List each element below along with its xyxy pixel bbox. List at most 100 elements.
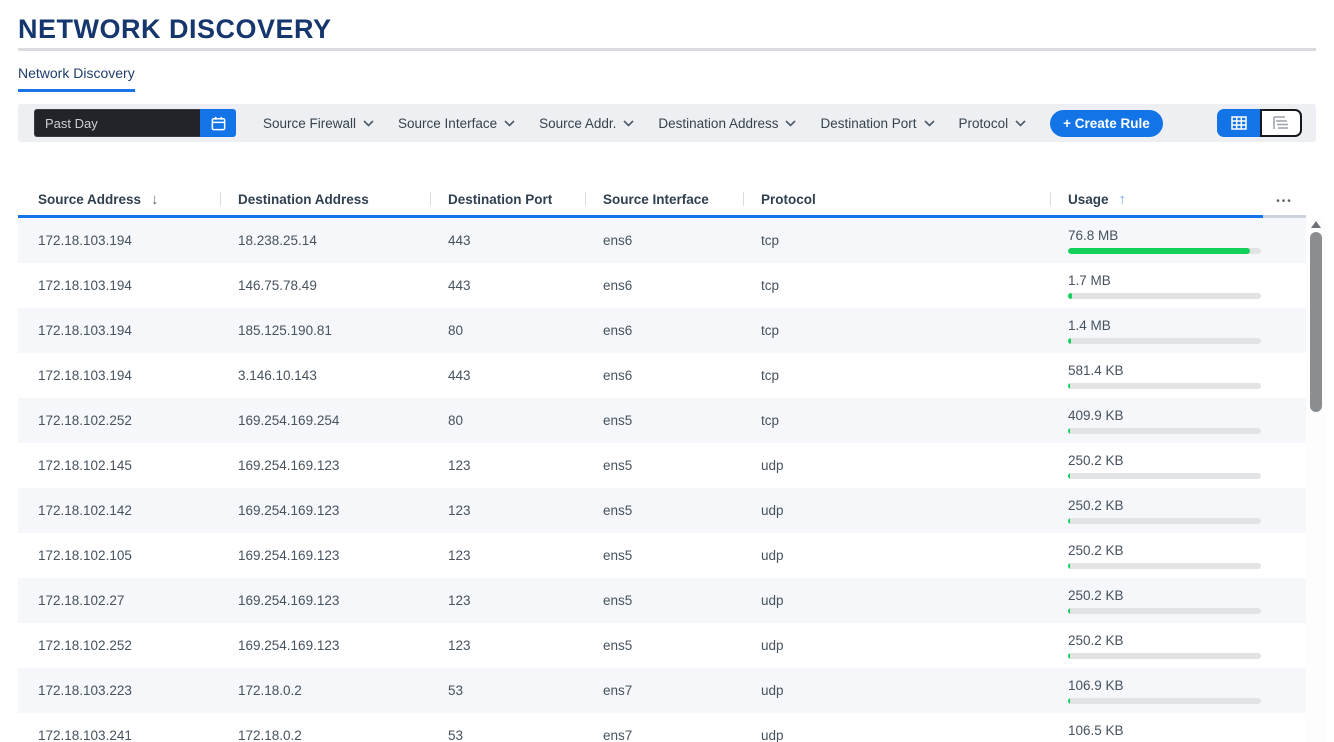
cell-destination-port: 53 (448, 683, 464, 698)
chevron-down-icon (623, 119, 634, 127)
table-row[interactable]: 172.18.103.223 172.18.0.2 53 ens7 udp 10… (18, 668, 1306, 713)
create-rule-button[interactable]: + Create Rule (1050, 109, 1163, 137)
column-header-protocol[interactable]: Protocol (741, 180, 1048, 218)
tab-network-discovery[interactable]: Network Discovery (18, 65, 135, 92)
cell-source-interface: ens5 (603, 593, 633, 608)
cell-usage: 581.4 KB (1048, 353, 1263, 398)
cell-source-interface: ens6 (603, 368, 633, 383)
cell-source-interface: ens5 (603, 638, 633, 653)
cell-usage: 106.9 KB (1048, 668, 1263, 713)
filter-dropdown-destination-port[interactable]: Destination Port (820, 116, 935, 131)
cell-source-interface: ens5 (603, 548, 633, 563)
column-header-source-interface[interactable]: Source Interface (583, 180, 741, 218)
page-header: NETWORK DISCOVERY (0, 0, 1334, 51)
column-resize-handle[interactable] (426, 192, 431, 206)
cell-protocol: udp (761, 638, 784, 653)
cell-source-address: 172.18.103.241 (38, 728, 132, 742)
usage-value: 1.4 MB (1068, 317, 1111, 333)
cell-actions (1263, 443, 1306, 488)
page-title: NETWORK DISCOVERY (18, 14, 332, 44)
chevron-down-icon (785, 119, 797, 127)
table-view-button[interactable] (1217, 109, 1261, 137)
usage-bar-track (1068, 382, 1261, 389)
cell-protocol: udp (761, 548, 784, 563)
cell-usage: 250.2 KB (1048, 578, 1263, 623)
table-row[interactable]: 172.18.103.194 3.146.10.143 443 ens6 tcp… (18, 353, 1306, 398)
usage-bar-track (1068, 697, 1261, 704)
cell-actions (1263, 713, 1306, 742)
cell-destination-port: 123 (448, 638, 471, 653)
filter-dropdown-source-interface[interactable]: Source Interface (398, 116, 515, 131)
table-row[interactable]: 172.18.103.194 146.75.78.49 443 ens6 tcp… (18, 263, 1306, 308)
cell-source-address: 172.18.102.252 (38, 413, 132, 428)
table-row[interactable]: 172.18.102.252 169.254.169.123 123 ens5 … (18, 623, 1306, 668)
filter-dropdown-destination-address[interactable]: Destination Address (658, 116, 797, 131)
cell-actions (1263, 308, 1306, 353)
cell-protocol: tcp (761, 368, 780, 383)
usage-value: 250.2 KB (1068, 452, 1124, 468)
usage-bar-fill (1068, 292, 1073, 299)
sort-descending-icon[interactable]: ↓ (151, 190, 159, 208)
usage-bar-fill (1068, 697, 1070, 704)
table-row[interactable]: 172.18.102.142 169.254.169.123 123 ens5 … (18, 488, 1306, 533)
scrollbar-thumb[interactable] (1310, 232, 1322, 412)
cell-usage: 106.5 KB (1048, 713, 1263, 742)
filter-dropdown-source-firewall[interactable]: Source Firewall (263, 116, 374, 131)
cell-destination-address: 185.125.190.81 (238, 323, 332, 338)
cell-destination-port: 443 (448, 368, 471, 383)
cell-source-address: 172.18.102.105 (38, 548, 132, 563)
table-row[interactable]: 172.18.102.105 169.254.169.123 123 ens5 … (18, 533, 1306, 578)
scrollbar-up-arrow-icon[interactable] (1311, 221, 1321, 228)
time-range-picker: Past Day (34, 109, 236, 137)
table-row[interactable]: 172.18.103.194 185.125.190.81 80 ens6 tc… (18, 308, 1306, 353)
cell-source-address: 172.18.102.252 (38, 638, 132, 653)
column-resize-handle[interactable] (216, 192, 221, 206)
column-menu-button[interactable]: ••• (1276, 195, 1293, 207)
usage-bar-fill (1068, 607, 1070, 614)
column-header-source-address[interactable]: Source Address ↓ (38, 190, 159, 208)
table-row[interactable]: 172.18.103.241 172.18.0.2 53 ens7 udp 10… (18, 713, 1306, 742)
cell-source-interface: ens5 (603, 458, 633, 473)
filter-dropdown-protocol[interactable]: Protocol (959, 116, 1027, 131)
table-row[interactable]: 172.18.102.252 169.254.169.254 80 ens5 t… (18, 398, 1306, 443)
usage-bar-track (1068, 247, 1261, 254)
column-header-destination-address[interactable]: Destination Address (218, 180, 428, 218)
column-header-destination-port[interactable]: Destination Port (428, 180, 583, 218)
table-row[interactable]: 172.18.102.27 169.254.169.123 123 ens5 u… (18, 578, 1306, 623)
cell-destination-port: 123 (448, 503, 471, 518)
cell-destination-port: 123 (448, 593, 471, 608)
usage-bar-track (1068, 562, 1261, 569)
cell-destination-port: 80 (448, 413, 464, 428)
cell-protocol: tcp (761, 233, 780, 248)
time-range-input[interactable]: Past Day (34, 109, 200, 137)
flow-view-icon (1272, 115, 1290, 131)
column-resize-handle[interactable] (739, 192, 744, 206)
column-resize-handle[interactable] (1046, 192, 1051, 206)
usage-value: 250.2 KB (1068, 632, 1124, 648)
usage-bar-track (1068, 517, 1261, 524)
table-view-icon (1231, 116, 1247, 130)
cell-protocol: tcp (761, 413, 780, 428)
cell-protocol: udp (761, 728, 784, 742)
flow-view-button[interactable] (1260, 109, 1302, 137)
cell-source-interface: ens6 (603, 278, 633, 293)
cell-actions (1263, 353, 1306, 398)
filter-dropdown-source-addr-[interactable]: Source Addr. (539, 116, 634, 131)
cell-destination-address: 169.254.169.123 (238, 548, 340, 563)
column-header-usage[interactable]: Usage ↑ (1048, 180, 1263, 218)
sort-ascending-icon[interactable]: ↑ (1118, 190, 1127, 208)
cell-usage: 250.2 KB (1048, 488, 1263, 533)
table-row[interactable]: 172.18.102.145 169.254.169.123 123 ens5 … (18, 443, 1306, 488)
usage-bar-track (1068, 607, 1261, 614)
header-underline (18, 215, 1263, 218)
usage-value: 250.2 KB (1068, 497, 1124, 513)
cell-protocol: udp (761, 683, 784, 698)
cell-actions (1263, 668, 1306, 713)
cell-source-address: 172.18.103.194 (38, 233, 132, 248)
table-row[interactable]: 172.18.103.194 18.238.25.14 443 ens6 tcp… (18, 218, 1306, 263)
filter-dropdowns: Source Firewall Source Interface Source … (263, 116, 1050, 131)
vertical-scrollbar[interactable] (1306, 218, 1326, 742)
calendar-button[interactable] (200, 109, 236, 137)
cell-source-interface: ens5 (603, 413, 633, 428)
column-resize-handle[interactable] (581, 192, 586, 206)
